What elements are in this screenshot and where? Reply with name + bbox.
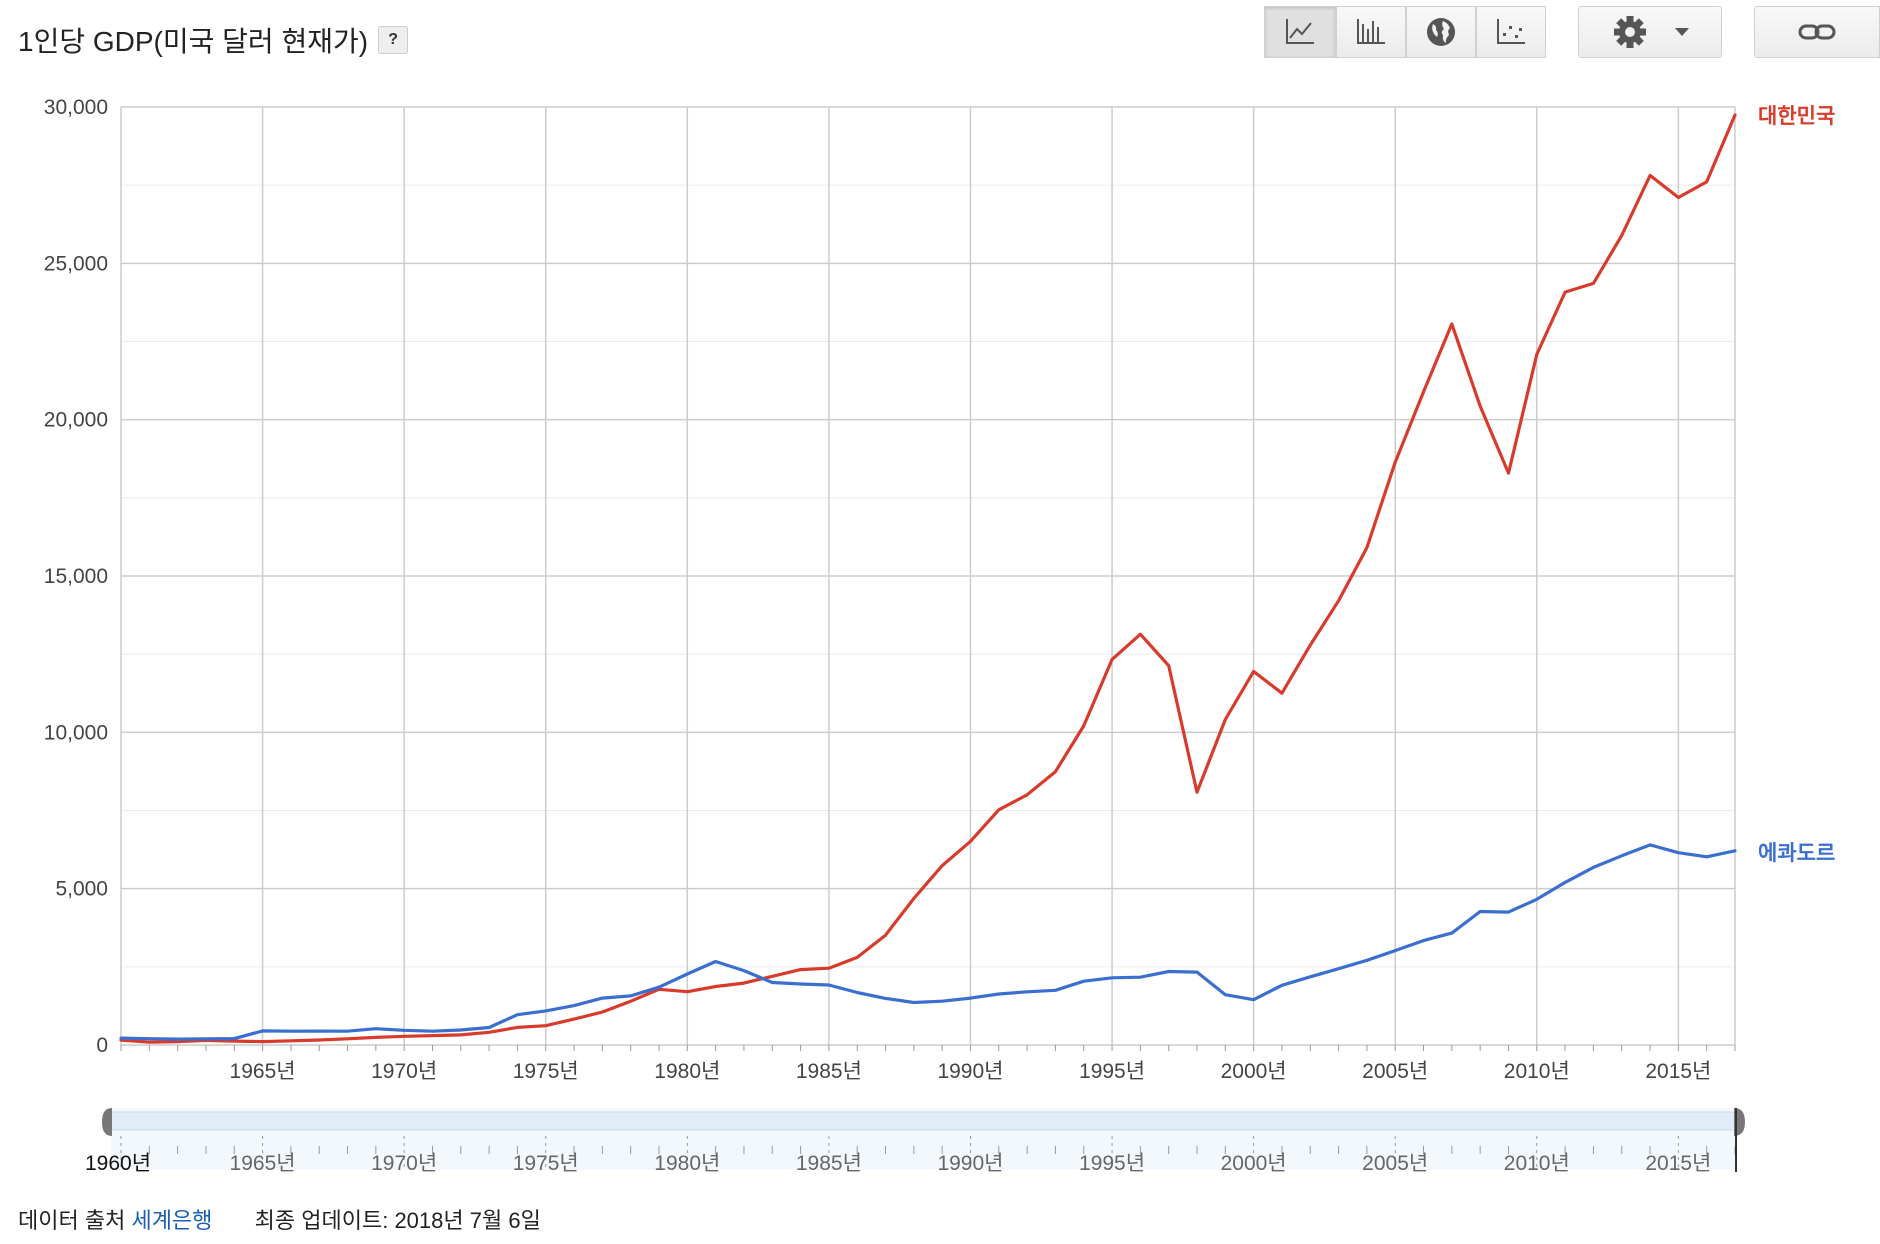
slider-tick-label: 2000년 bbox=[1221, 1152, 1287, 1175]
legend-label-ecuador: 에콰도르 bbox=[1758, 842, 1835, 865]
slider-tick-label: 2005년 bbox=[1362, 1152, 1428, 1175]
slider-tick-label: 1995년 bbox=[1079, 1152, 1145, 1175]
y-axis: 0 5,000 10,000 15,000 20,000 25,000 30,000 bbox=[44, 96, 108, 1057]
x-axis: 1965년 1970년 1975년 1980년 1985년 1990년 1995년 2000년… bbox=[120, 1045, 1736, 1083]
page-title: 1인당 GDP(미국 달러 현재가) bbox=[18, 26, 369, 57]
y-tick-label: 30,000 bbox=[44, 96, 108, 119]
map-button[interactable] bbox=[1406, 6, 1476, 58]
x-tick-label: 1965년 bbox=[230, 1060, 296, 1083]
y-tick-label: 10,000 bbox=[44, 721, 108, 744]
slider-tick-label: 2015년 bbox=[1645, 1152, 1711, 1175]
globe-icon bbox=[1427, 18, 1455, 46]
x-tick-label: 2000년 bbox=[1221, 1060, 1287, 1083]
scatter-chart-button[interactable] bbox=[1476, 6, 1546, 58]
help-button[interactable]: ? bbox=[378, 26, 409, 54]
link-icon bbox=[1798, 24, 1836, 40]
slider-tick-label: 1980년 bbox=[654, 1152, 720, 1175]
series-line-korea bbox=[119, 113, 1737, 1044]
line-chart: 0 5,000 10,000 15,000 20,000 25,000 30,000 196… bbox=[44, 96, 1836, 1175]
bar-chart-button[interactable] bbox=[1336, 6, 1406, 58]
source-prefix: 데이터 출처 bbox=[18, 1208, 126, 1233]
slider-tick-label: 1975년 bbox=[513, 1152, 579, 1175]
share-link-button[interactable] bbox=[1754, 6, 1880, 58]
y-tick-label: 0 bbox=[96, 1034, 108, 1057]
range-slider-selection[interactable] bbox=[110, 1111, 1736, 1131]
range-slider-ticks: 1965년 1970년 1975년 1980년 1985년 1990년 1995년 2000년… bbox=[120, 1108, 1737, 1175]
range-slider[interactable]: 1965년 1970년 1975년 1980년 1985년 1990년 1995년 2000년… bbox=[85, 1108, 1745, 1175]
footer: 데이터 출처 세계은행 최종 업데이트: 2018년 7월 6일 bbox=[18, 1203, 541, 1235]
source-link[interactable]: 세계은행 bbox=[131, 1208, 213, 1233]
chevron-down-icon bbox=[1675, 28, 1689, 36]
slider-tick-label: 1965년 bbox=[230, 1152, 296, 1175]
chart-header: 1인당 GDP(미국 달러 현재가) ? bbox=[18, 18, 409, 62]
line-chart-button[interactable] bbox=[1264, 6, 1336, 58]
range-slider-left-handle[interactable] bbox=[102, 1108, 112, 1136]
line-chart-icon bbox=[1286, 19, 1314, 44]
bar-chart-icon bbox=[1357, 19, 1385, 44]
x-tick-label: 1980년 bbox=[654, 1060, 720, 1083]
slider-tick-label: 1990년 bbox=[937, 1152, 1003, 1175]
last-updated: 최종 업데이트: 2018년 7월 6일 bbox=[254, 1208, 541, 1233]
x-tick-label: 1990년 bbox=[937, 1060, 1003, 1083]
plot-area bbox=[119, 113, 1737, 1044]
x-tick-label: 2010년 bbox=[1504, 1060, 1570, 1083]
series-line-ecuador bbox=[119, 843, 1737, 1041]
x-tick-label: 1995년 bbox=[1079, 1060, 1145, 1083]
range-slider-start-label: 1960년 bbox=[85, 1152, 151, 1175]
y-tick-label: 15,000 bbox=[44, 565, 108, 588]
x-tick-label: 2005년 bbox=[1362, 1060, 1428, 1083]
legend-label-korea: 대한민국 bbox=[1758, 105, 1835, 128]
y-tick-label: 20,000 bbox=[44, 409, 108, 432]
slider-tick-label: 1985년 bbox=[796, 1152, 862, 1175]
slider-tick-label: 2010년 bbox=[1504, 1152, 1570, 1175]
x-tick-label: 1970년 bbox=[371, 1060, 437, 1083]
legend: 대한민국 에콰도르 bbox=[1758, 105, 1835, 865]
x-tick-label: 1975년 bbox=[513, 1060, 579, 1083]
y-tick-label: 25,000 bbox=[44, 252, 108, 275]
major-gridlines bbox=[120, 106, 1736, 1046]
slider-tick-label: 1970년 bbox=[371, 1152, 437, 1175]
settings-button[interactable] bbox=[1578, 6, 1722, 58]
x-tick-label: 1985년 bbox=[796, 1060, 862, 1083]
x-tick-label: 2015년 bbox=[1645, 1060, 1711, 1083]
scatter-chart-icon bbox=[1497, 19, 1525, 44]
y-tick-label: 5,000 bbox=[55, 878, 108, 901]
minor-gridlines bbox=[121, 184, 1735, 968]
gear-icon bbox=[1614, 16, 1646, 48]
